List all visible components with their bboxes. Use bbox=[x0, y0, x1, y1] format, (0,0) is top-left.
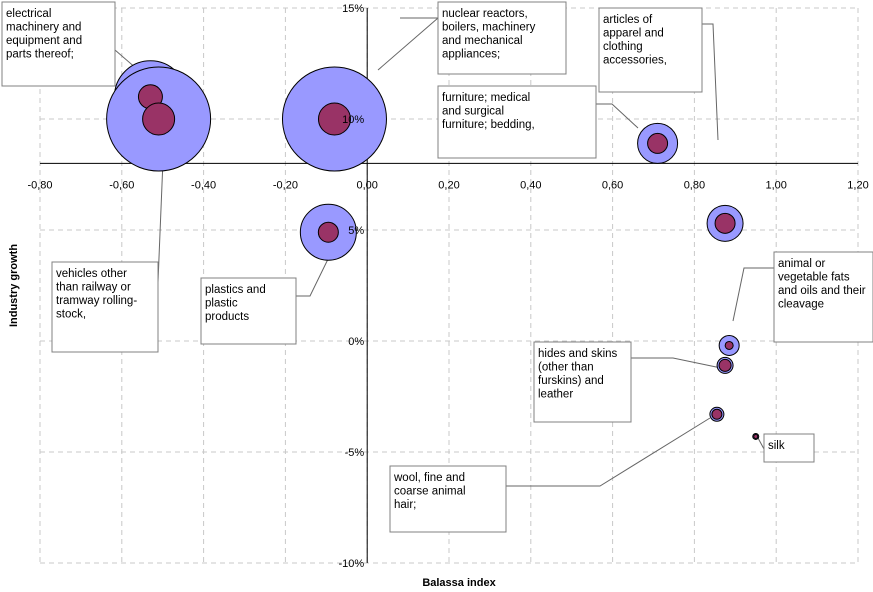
x-tick-label: 0,80 bbox=[684, 179, 705, 191]
annotation-line: and surgical bbox=[442, 106, 504, 118]
annotation-leader-line bbox=[631, 357, 722, 369]
y-axis-title: Industry growth bbox=[8, 244, 20, 327]
annotation-line: appliances; bbox=[442, 49, 500, 61]
y-tick-label: -5% bbox=[345, 447, 365, 459]
annotation-line: equipment and bbox=[6, 35, 82, 47]
bubble-inner bbox=[724, 340, 734, 350]
annotation-label: silk bbox=[768, 440, 785, 452]
annotation-line: furskins) and bbox=[538, 375, 604, 387]
annotation-label: furniture; medical and surgical furniture;… bbox=[442, 92, 535, 131]
annotation-label: nuclear reactors, boilers, machinery and m… bbox=[442, 8, 536, 61]
annotation-label: electrical machinery and equipment and part… bbox=[6, 8, 82, 61]
annotation-label: plastics and plastic products bbox=[205, 284, 266, 323]
annotation-line: boilers, machinery bbox=[442, 22, 536, 34]
annotation-box bbox=[389, 465, 507, 533]
annotation-leader-line bbox=[296, 254, 331, 297]
annotation-leader-line bbox=[596, 103, 639, 129]
y-tick-label: -10% bbox=[339, 558, 365, 570]
x-tick-label: -0,80 bbox=[27, 179, 52, 191]
annotation-label: wool, fine and coarse animal hair; bbox=[393, 472, 466, 511]
bubble-inner bbox=[714, 212, 736, 234]
annotation-label: hides and skins (other than furskins) and l… bbox=[538, 348, 618, 401]
annotation-line: furniture; bedding, bbox=[442, 119, 535, 131]
annotation-line: vehicles other bbox=[56, 268, 127, 280]
bubble-inner bbox=[718, 358, 732, 372]
annotation-label: animal or vegetable fats and oils and thei… bbox=[778, 258, 866, 311]
annotation-line: furniture; medical bbox=[442, 92, 530, 104]
x-tick-label: -0,20 bbox=[273, 179, 298, 191]
annotation-leader-line bbox=[732, 267, 774, 322]
x-tick-label: 1,20 bbox=[847, 179, 868, 191]
annotation-line: animal or bbox=[778, 258, 825, 270]
annotation-box bbox=[773, 251, 873, 343]
annotation-box bbox=[533, 341, 632, 423]
y-tick-label: 0% bbox=[348, 336, 364, 348]
x-tick-label: 0,60 bbox=[602, 179, 623, 191]
annotation-line: (other than bbox=[538, 362, 594, 374]
x-tick-label: 0,00 bbox=[356, 179, 377, 191]
annotation-leader-line bbox=[757, 437, 765, 450]
annotation-box bbox=[200, 277, 297, 345]
annotation-line: nuclear reactors, bbox=[442, 8, 528, 20]
annotation-label: articles of apparel and clothing accessorie… bbox=[603, 14, 667, 67]
x-tick-label: 0,20 bbox=[438, 179, 459, 191]
bubble-inner bbox=[647, 132, 669, 154]
annotation-line: wool, fine and bbox=[393, 472, 465, 484]
bubble-inner bbox=[142, 102, 176, 136]
annotation-line: apparel and bbox=[603, 28, 664, 40]
annotation-box bbox=[51, 261, 159, 353]
annotation-leader-line bbox=[702, 23, 719, 141]
annotation-leader-line bbox=[157, 159, 164, 283]
annotation-box bbox=[763, 433, 815, 463]
annotation-line: silk bbox=[768, 440, 785, 452]
annotation-line: hair; bbox=[394, 499, 416, 511]
x-tick-label: -0,40 bbox=[191, 179, 216, 191]
annotation-line: accessories, bbox=[603, 55, 667, 67]
annotation-line: electrical bbox=[6, 8, 51, 20]
annotation-leader-line bbox=[377, 17, 440, 71]
annotation-line: plastics and bbox=[205, 284, 266, 296]
annotation-line: than railway or bbox=[56, 282, 131, 294]
bubble-inner bbox=[753, 433, 759, 439]
annotation-label: vehicles other than railway or tramway rol… bbox=[56, 268, 137, 321]
annotation-line: parts thereof; bbox=[6, 49, 74, 61]
bubble-inner bbox=[711, 408, 723, 420]
annotation-line: leather bbox=[538, 389, 573, 401]
bubble-inner bbox=[317, 102, 351, 136]
annotation-line: coarse animal bbox=[394, 486, 466, 498]
annotation-line: plastic bbox=[205, 298, 238, 310]
bubble-inner bbox=[317, 221, 339, 243]
annotation-line: hides and skins bbox=[538, 348, 618, 360]
annotation-line: cleavage bbox=[778, 299, 824, 311]
y-tick-label: 5% bbox=[348, 225, 364, 237]
x-tick-label: 0,40 bbox=[520, 179, 541, 191]
x-axis-title: Balassa index bbox=[422, 577, 496, 589]
annotation-line: articles of bbox=[603, 14, 653, 26]
annotation-box bbox=[598, 7, 703, 93]
annotation-line: vegetable fats bbox=[778, 272, 850, 284]
annotation-leader-line bbox=[506, 417, 711, 487]
annotation-line: machinery and bbox=[6, 22, 81, 34]
annotation-box bbox=[1, 1, 116, 87]
annotation-line: and mechanical bbox=[442, 35, 523, 47]
x-tick-label: -0,60 bbox=[109, 179, 134, 191]
y-tick-label: 15% bbox=[342, 3, 364, 15]
annotation-box bbox=[437, 85, 597, 159]
x-tick-label: 1,00 bbox=[765, 179, 786, 191]
annotation-line: and oils and their bbox=[778, 285, 866, 297]
annotation-line: tramway rolling- bbox=[56, 295, 137, 307]
annotation-line: products bbox=[205, 311, 249, 323]
y-tick-label: 10% bbox=[342, 114, 364, 126]
annotation-line: stock, bbox=[56, 309, 86, 321]
annotation-line: clothing bbox=[603, 41, 643, 53]
annotation-box bbox=[437, 1, 567, 75]
